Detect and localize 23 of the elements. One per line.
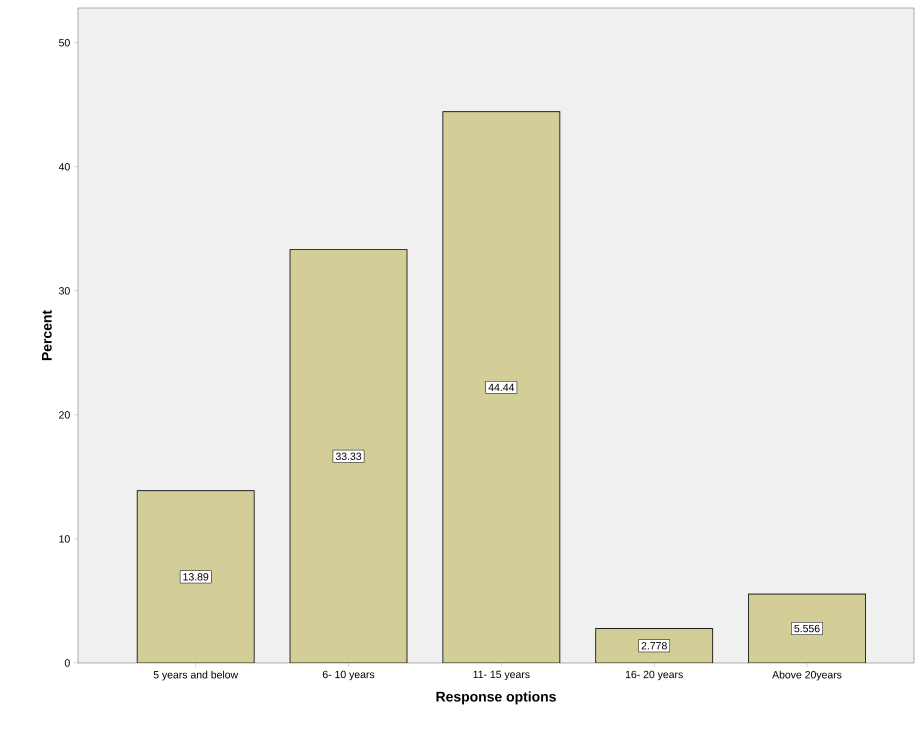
data-label: 5.556 bbox=[794, 624, 820, 632]
bar bbox=[137, 490, 254, 663]
x-tick-label: 11- 15 years bbox=[473, 670, 530, 680]
y-tick-label: 50 bbox=[59, 39, 70, 46]
x-tick-label: 5 years and below bbox=[154, 670, 238, 681]
data-label: 2.778 bbox=[642, 642, 667, 650]
bar bbox=[748, 594, 866, 663]
bar bbox=[290, 249, 408, 663]
x-tick-label: 16- 20 years bbox=[626, 670, 683, 680]
y-tick-label: 40 bbox=[58, 163, 70, 170]
data-label: 33.33 bbox=[336, 452, 362, 460]
bar bbox=[595, 628, 714, 663]
y-tick-label: 0 bbox=[64, 659, 70, 667]
y-tick-label: 10 bbox=[59, 535, 70, 543]
y-tick-label: 20 bbox=[59, 411, 70, 419]
x-axis-title: Response options bbox=[436, 691, 556, 704]
data-label: 44.44 bbox=[488, 384, 514, 391]
bar bbox=[442, 111, 560, 663]
y-axis-title: Percent bbox=[42, 310, 52, 360]
y-tick-label: 30 bbox=[58, 287, 70, 295]
x-tick-label: 6- 10 years bbox=[322, 670, 374, 680]
x-tick-label: Above 20years bbox=[772, 670, 842, 681]
data-label: 13.89 bbox=[183, 573, 208, 581]
